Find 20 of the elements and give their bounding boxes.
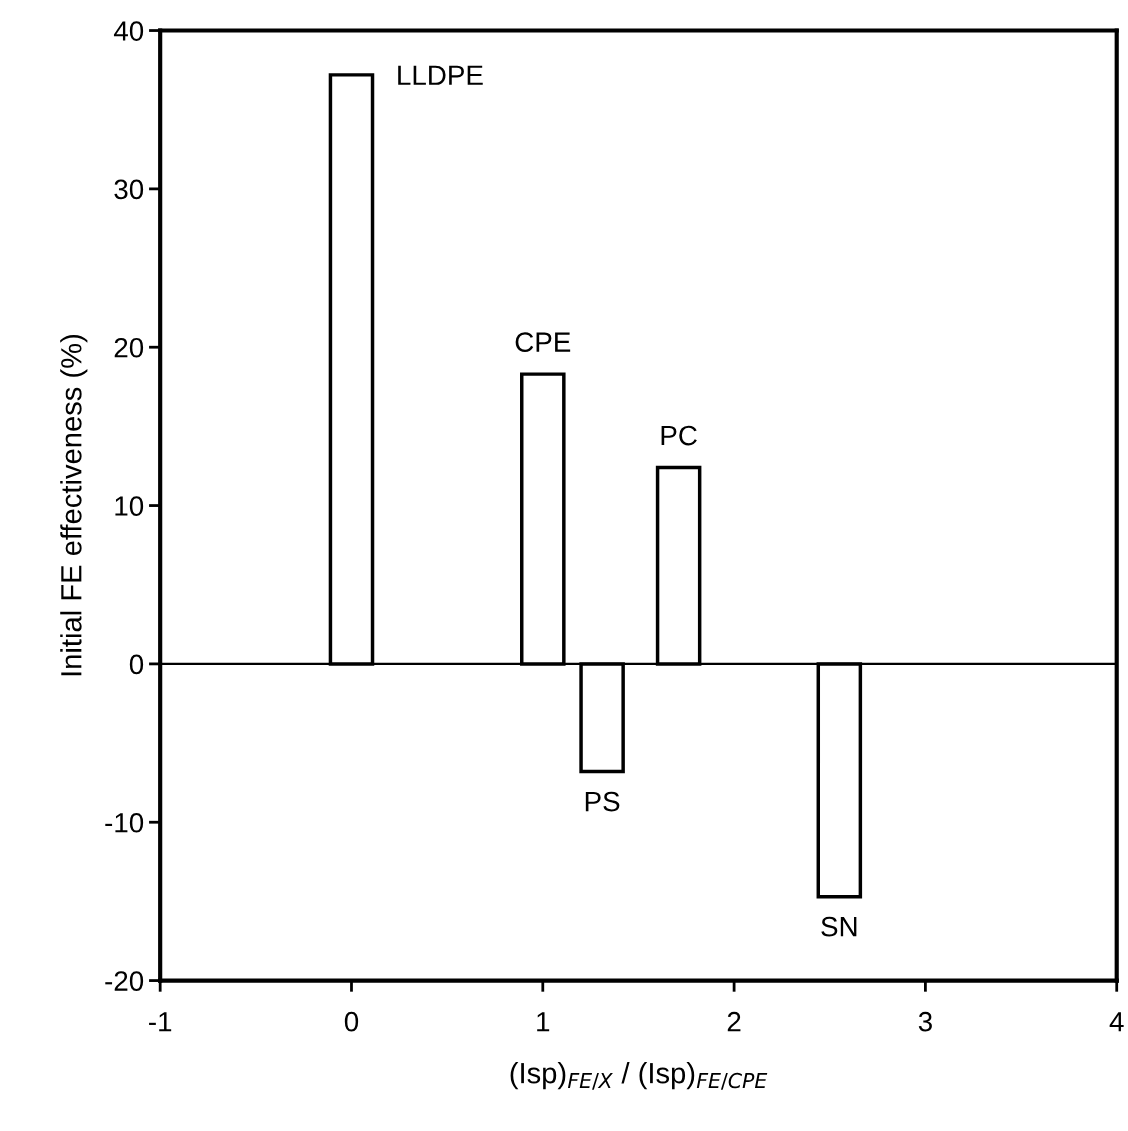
y-tick-label: -10 bbox=[105, 812, 144, 833]
y-tick-label: -20 bbox=[105, 971, 144, 991]
x-axis-title: (Isp)$_{FE/X}$ / (Isp)$_{FE/CPE}$ bbox=[510, 1062, 768, 1090]
annotation: SN bbox=[821, 916, 857, 937]
y-tick-label: 10 bbox=[115, 496, 144, 516]
x-tick-label: 2 bbox=[727, 1011, 741, 1032]
y-axis-title: Initial FE effectiveness (%) bbox=[60, 334, 88, 676]
annotation: LLDPE bbox=[398, 65, 483, 85]
x-tick-label: 3 bbox=[918, 1011, 932, 1032]
annotation: PC bbox=[661, 425, 697, 446]
y-tick-label: 0 bbox=[129, 654, 144, 675]
x-tick-label: -1 bbox=[149, 1012, 172, 1032]
y-tick-label: 40 bbox=[113, 21, 144, 41]
x-tick-label: 4 bbox=[1109, 1012, 1124, 1032]
y-tick-label: 30 bbox=[114, 179, 144, 200]
x-tick-label: 1 bbox=[537, 1012, 550, 1032]
y-tick-label: 20 bbox=[114, 337, 144, 358]
annotation: CPE bbox=[515, 332, 571, 352]
x-tick-label: 0 bbox=[344, 1011, 359, 1032]
annotation: PS bbox=[585, 791, 620, 812]
